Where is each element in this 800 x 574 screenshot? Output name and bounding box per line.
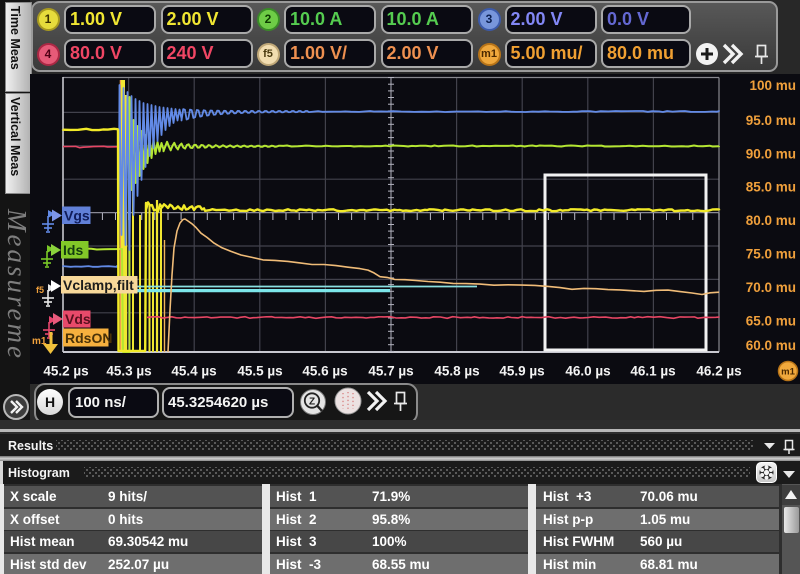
svg-text:m1: m1: [781, 367, 795, 378]
svg-text:Vclamp,filt: Vclamp,filt: [63, 277, 134, 293]
svg-text:80.0 mu: 80.0 mu: [746, 213, 796, 228]
svg-text:Vgs: Vgs: [64, 208, 90, 224]
svg-text:95.0 mu: 95.0 mu: [746, 113, 796, 128]
svg-text:65.0 mu: 65.0 mu: [746, 314, 796, 329]
svg-text:100 mu: 100 mu: [749, 78, 796, 93]
svg-text:45.6 µs: 45.6 µs: [302, 364, 347, 379]
svg-text:45.3 µs: 45.3 µs: [106, 364, 151, 379]
svg-text:45.2 µs: 45.2 µs: [43, 364, 88, 379]
svg-text:Z: Z: [309, 397, 315, 408]
svg-text:RdsON: RdsON: [65, 330, 112, 346]
svg-text:46.0 µs: 46.0 µs: [565, 364, 610, 379]
svg-text:70.0 mu: 70.0 mu: [746, 280, 796, 295]
svg-text:85.0 mu: 85.0 mu: [746, 180, 796, 195]
svg-text:Vds: Vds: [65, 311, 91, 327]
svg-text:45.9 µs: 45.9 µs: [499, 364, 544, 379]
svg-text:m1: m1: [32, 336, 47, 347]
svg-text:45.7 µs: 45.7 µs: [368, 364, 413, 379]
svg-text:f5: f5: [36, 285, 44, 295]
svg-text:75.0 mu: 75.0 mu: [746, 247, 796, 262]
svg-text:90.0 mu: 90.0 mu: [746, 147, 796, 162]
svg-text:45.8 µs: 45.8 µs: [434, 364, 479, 379]
svg-text:46.2 µs: 46.2 µs: [696, 364, 741, 379]
svg-text:Ids: Ids: [63, 242, 83, 258]
svg-text:45.4 µs: 45.4 µs: [171, 364, 216, 379]
svg-text:46.1 µs: 46.1 µs: [630, 364, 675, 379]
svg-text:60.0 mu: 60.0 mu: [746, 338, 796, 353]
svg-text:45.5 µs: 45.5 µs: [237, 364, 282, 379]
